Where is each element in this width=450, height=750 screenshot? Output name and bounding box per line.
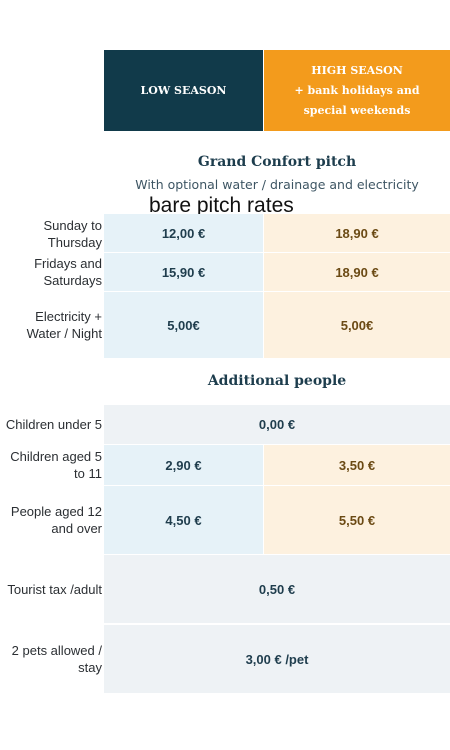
- high-season-header: HIGH SEASON + bank holidays and special …: [264, 50, 450, 131]
- pitch-section-subtitle: With optional water / drainage and elect…: [135, 177, 419, 192]
- price-high-electricity-water: 5,00€: [264, 292, 450, 358]
- price-low-electricity-water: 5,00€: [104, 292, 263, 358]
- low-season-label: LOW SEASON: [140, 83, 227, 97]
- price-high-fridays-saturdays: 18,90 €: [264, 253, 450, 291]
- row-label-pets: 2 pets allowed / stay: [11, 643, 102, 675]
- row-label-children-5-11: Children aged 5 to 11: [10, 449, 102, 481]
- price-children-under-5: 0,00 €: [104, 405, 450, 444]
- price-low-fridays-saturdays: 15,90 €: [104, 253, 263, 291]
- row-label-fridays-saturdays: Fridays and Saturdays: [34, 256, 102, 288]
- price-high-sunday-thursday: 18,90 €: [264, 214, 450, 252]
- high-season-label: HIGH SEASON: [311, 63, 403, 77]
- pitch-section-title: Grand Confort pitch: [197, 154, 357, 170]
- price-high-children-5-11: 3,50 €: [264, 445, 450, 485]
- row-label-people-12-over: People aged 12 and over: [10, 504, 102, 536]
- price-pets: 3,00 € /pet: [104, 625, 450, 693]
- additional-section-title: Additional people: [207, 373, 347, 389]
- price-low-sunday-thursday: 12,00 €: [104, 214, 263, 252]
- price-low-people-12-over: 4,50 €: [104, 486, 263, 554]
- price-low-children-5-11: 2,90 €: [104, 445, 263, 485]
- price-tourist-tax: 0,50 €: [104, 555, 450, 623]
- row-label-sunday-thursday: Sunday to Thursday: [43, 217, 102, 250]
- price-high-people-12-over: 5,50 €: [264, 486, 450, 554]
- bare-pitch-rates-caption: bare pitch rates: [149, 194, 294, 217]
- row-label-children-under-5: Children under 5: [5, 417, 102, 432]
- low-season-header: LOW SEASON: [104, 50, 263, 131]
- row-label-tourist-tax: Tourist tax /adult: [7, 581, 102, 597]
- row-label-electricity-water: Electricity + Water / Night: [26, 309, 102, 341]
- high-season-note: + bank holidays and special weekends: [294, 83, 420, 117]
